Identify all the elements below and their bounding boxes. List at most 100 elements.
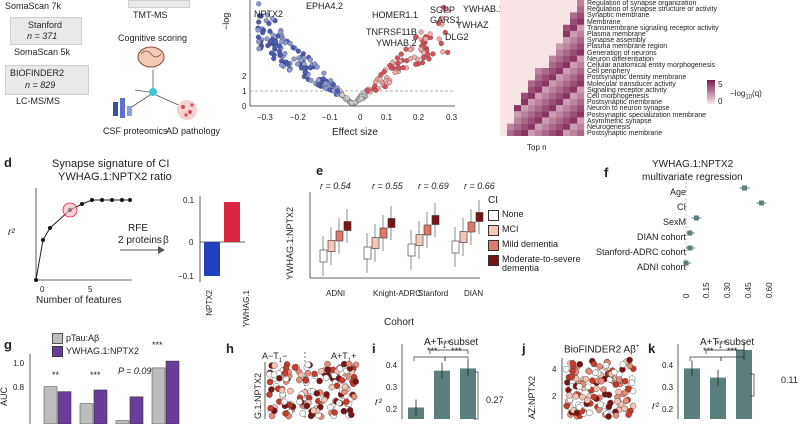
cognitive-label: Cognitive scoring [118,33,188,43]
scatter-point [278,387,286,394]
heat-cell [577,117,584,124]
heat-cell [577,80,584,87]
volcano-point [279,62,285,68]
scatter-point [323,391,330,398]
box [327,240,336,252]
ci-legend-label: Mild dementia [502,239,559,249]
panel-f-label: f [604,165,609,180]
volcano-point [438,15,445,22]
heat-cell [549,92,556,99]
go-term: Cellular anatomical entity morphogenesis [587,62,716,69]
scatter-point [316,377,323,385]
r2-bar [460,368,476,419]
heat-cell [563,86,570,93]
volcano-point [258,13,264,19]
heat-cell [521,105,528,112]
heat-cell [570,105,577,112]
volcano-xtick: 0 [358,113,363,122]
scatter-h [264,352,360,420]
volcano-xtick: 0.2 [413,113,425,122]
box [459,231,468,243]
go-term: Asymmetric synapse [587,117,652,125]
scatter-point [612,381,620,388]
go-term: Generation of neurons [587,49,657,57]
heat-cell [577,61,584,68]
heat-cell [577,49,584,56]
go-term: Neurogenesis [587,124,631,131]
heat-cell [563,55,570,62]
heat-cell [535,86,542,93]
cohort-dian: DIAN [464,289,484,298]
cohort-adni: ADNI [326,289,346,298]
scatter-point [287,387,294,395]
volcano-point [377,76,383,82]
heat-cell [563,92,570,99]
heat-cell [549,86,556,93]
heat-cell [556,74,563,81]
panel-e-label: e [316,163,324,178]
scatter-point [268,386,275,393]
scatter-point [566,392,573,399]
gene-sgpp: SGPP [430,5,456,15]
forest-xtick: 0 [682,293,691,298]
heat-cell [528,92,535,99]
heat-cell [514,129,521,136]
volcano-point [264,12,271,18]
heat-cell [563,111,570,118]
volcano-point [315,77,321,83]
heat-cell [570,74,577,81]
volcano-point [302,65,308,72]
volcano-ylabel: −log [221,12,231,30]
heat-legend-max: 5 [718,80,723,89]
heat-cell [542,74,549,81]
r-value-knight: r = 0.55 [372,181,403,191]
r2-bar [736,350,752,419]
volcano-point [278,29,284,35]
heat-cell [549,98,556,106]
volcano-point [320,76,326,82]
box [343,221,352,231]
scatter-point [584,397,591,404]
box [423,224,432,236]
heat-cell [549,105,556,112]
scatter-point [626,362,633,370]
heat-cell [556,129,563,136]
volcano-point [255,34,261,40]
gene-gars1: GARS1 [430,15,461,25]
box [363,246,372,260]
panel-h-left: A−T1− [262,351,288,364]
rfe-point [80,202,84,206]
rfe-point [41,238,45,242]
heat-cell [570,129,577,136]
rfe-xtick: 0 [40,285,45,294]
auc-bar-ywhag [57,391,72,424]
volcano-point [381,69,387,75]
stanford-title: Stanford [28,20,63,30]
scatter-point [569,368,576,375]
panel-d-title2: YWHAG.1:NPTX2 ratio [58,171,172,183]
gene-nptx2: NPTX2 [254,9,284,19]
heat-cell [563,80,570,87]
volcano-point [438,40,444,47]
heat-cell [514,111,521,118]
ad-label: AD pathology [166,126,221,136]
volcano-point [260,30,266,36]
gene-ywhab1: YWHAB.1 [463,4,504,14]
heat-cell [542,105,549,112]
scatter-point [350,393,358,400]
heat-cell [577,30,584,38]
heat-cell [535,98,542,106]
heat-cell [542,129,549,136]
volcano-point [403,46,409,52]
volcano-point [387,79,393,85]
volcano-point [344,95,350,101]
scatter-point [562,366,570,373]
panel-d-title1: Synapse signature of CI [52,158,170,170]
beta-bar-chart [199,196,245,282]
heat-cell [556,92,563,99]
scatter-point [625,411,632,418]
volcano-point [295,61,301,67]
forest-plot [683,182,767,270]
scatter-point [304,370,312,377]
scatter-point [267,405,274,412]
